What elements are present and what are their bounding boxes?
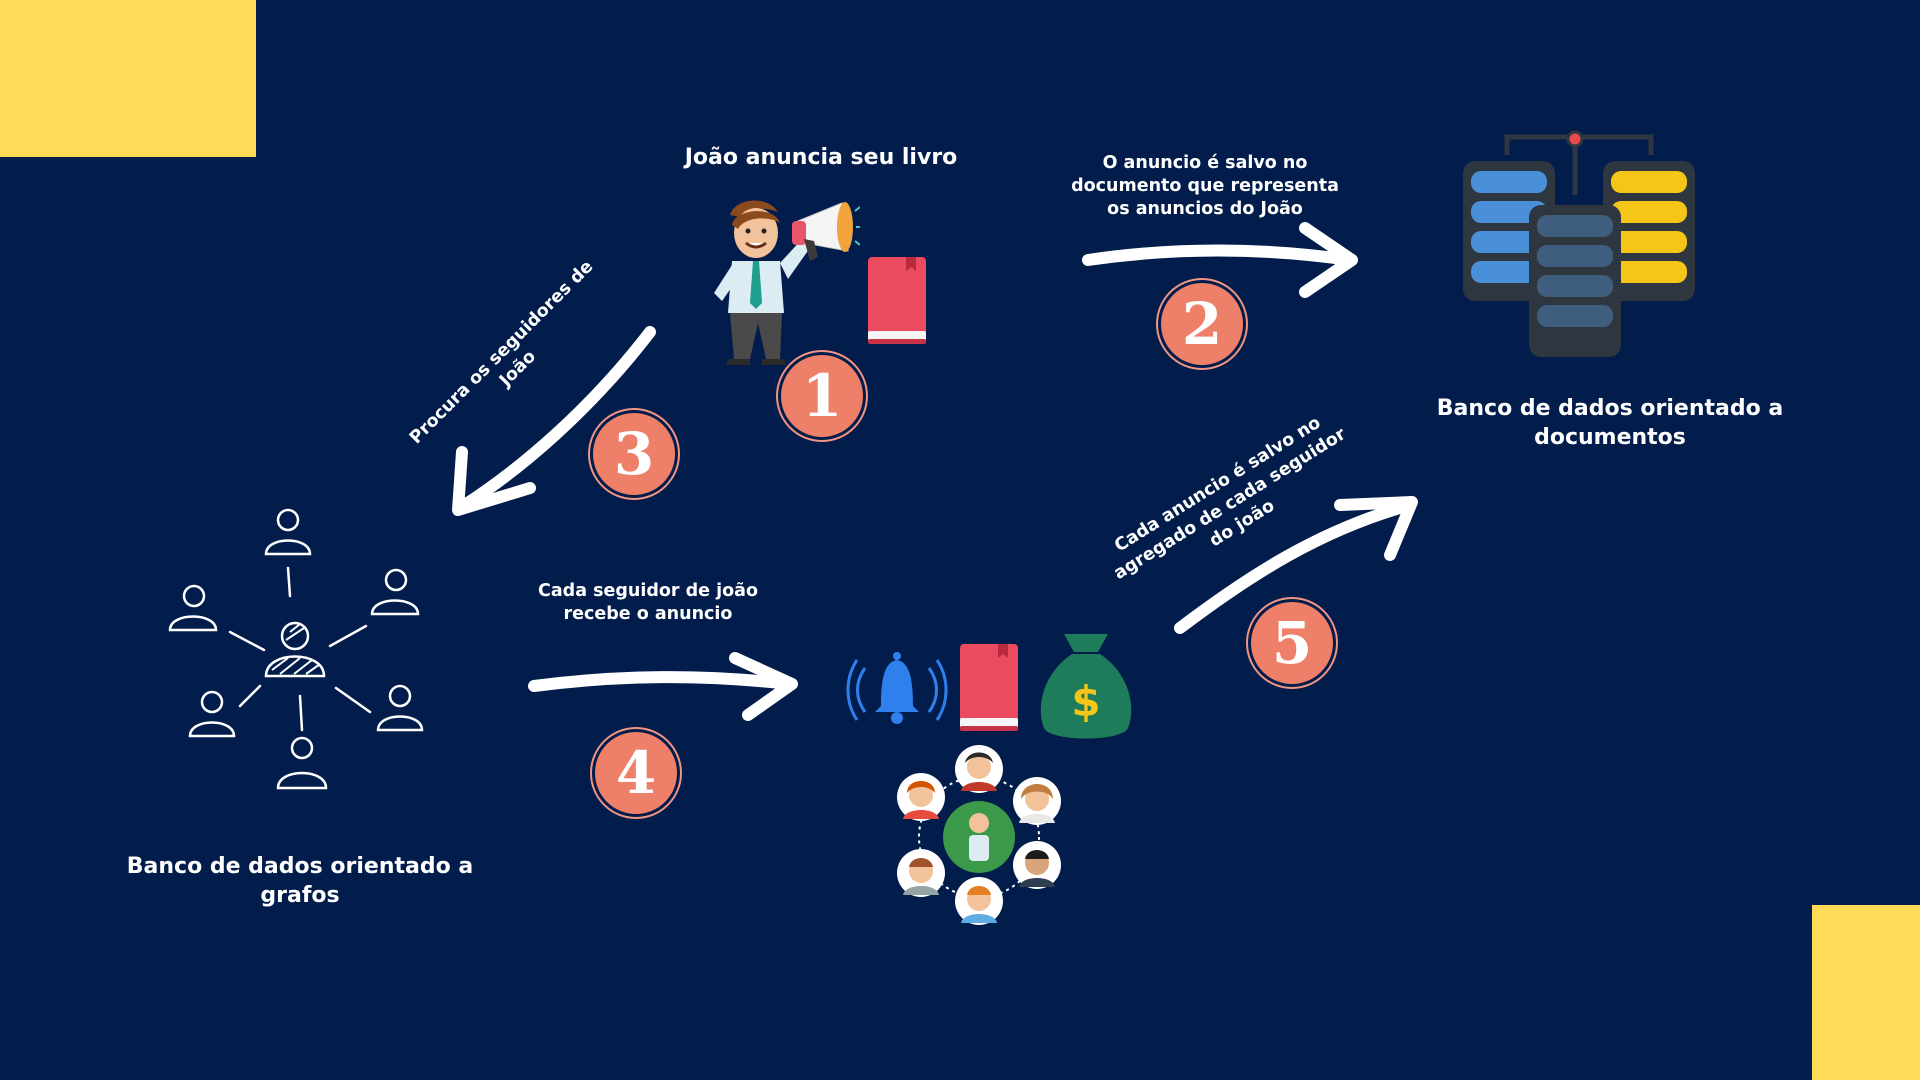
- follower-avatar-center: [969, 813, 989, 861]
- book-icon: [960, 644, 1018, 731]
- corner-accent-bottom-right: [1812, 905, 1920, 1080]
- followers-network-icon: [897, 745, 1061, 925]
- db-stack-dark: [1529, 205, 1621, 357]
- person-node-right: [370, 568, 420, 616]
- arrow-icon: [528, 652, 798, 721]
- step-2-label: O anuncio é salvo no documento que repre…: [1050, 152, 1360, 220]
- arrow-icon: [452, 326, 656, 516]
- step-4-line-2: recebe o anuncio: [563, 603, 733, 624]
- step-badge-4: 4: [595, 732, 677, 814]
- arrow-icon: [1174, 496, 1418, 634]
- follower-avatar: [955, 877, 1003, 925]
- graph-db-title: Banco de dados orientado a grafos: [126, 854, 474, 908]
- db-stack-yellow: [1603, 161, 1695, 301]
- person-node-bottom: [276, 736, 328, 790]
- man-megaphone-icon: [714, 200, 860, 365]
- corner-accent-top-left: [0, 0, 256, 157]
- step-2-line-2: documento que representa: [1071, 175, 1339, 196]
- step-4-line-1: Cada seguidor de joão: [538, 581, 758, 601]
- bell-icon: [846, 652, 948, 724]
- follower-avatar: [955, 745, 1003, 793]
- svg-text:$: $: [1071, 677, 1100, 726]
- arrow-icon: [1082, 222, 1358, 298]
- follower-avatar: [897, 849, 945, 897]
- person-node-left: [168, 584, 218, 632]
- step-2-line-1: O anuncio é salvo no: [1102, 153, 1308, 173]
- follower-avatar: [897, 773, 945, 821]
- step-badge-5: 5: [1251, 602, 1333, 684]
- person-node-top: [264, 508, 312, 556]
- follower-avatar: [1013, 841, 1061, 889]
- book-icon: [868, 257, 926, 344]
- person-node-bottom-right: [376, 684, 424, 732]
- step-4-label: Cada seguidor de joão recebe o anuncio: [520, 580, 776, 626]
- joao-title: João anuncia seu livro: [684, 145, 958, 170]
- money-bag-icon: $: [1040, 634, 1132, 739]
- person-node-center: [264, 621, 326, 678]
- step-badge-2: 2: [1161, 283, 1243, 365]
- step-2-line-3: os anuncios do João: [1107, 198, 1303, 219]
- database-servers-icon: [1463, 130, 1695, 357]
- step-badge-1: 1: [781, 355, 863, 437]
- person-node-bottom-left: [188, 690, 236, 738]
- doc-db-title: Banco de dados orientado a documentos: [1436, 396, 1784, 450]
- step-badge-3: 3: [593, 413, 675, 495]
- follower-avatar: [1013, 777, 1061, 825]
- people-network-icon: [168, 508, 424, 790]
